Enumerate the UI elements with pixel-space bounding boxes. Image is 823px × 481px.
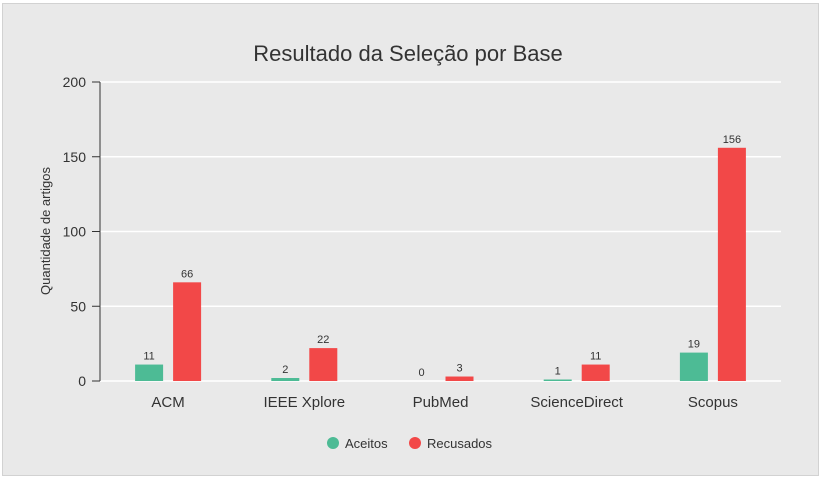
x-tick-label: ACM: [151, 394, 184, 411]
legend[interactable]: Aceitos Recusados: [327, 436, 493, 451]
legend-item-recusados[interactable]: Recusados: [409, 436, 493, 451]
data-label: 1: [555, 366, 561, 378]
bar-recusados[interactable]: [445, 376, 474, 381]
legend-label: Recusados: [427, 436, 493, 451]
data-label: 11: [143, 351, 154, 363]
bars: [135, 147, 746, 381]
data-label: 66: [181, 268, 193, 280]
legend-swatch: [327, 437, 339, 449]
x-axis-ticks: ACM IEEE Xplore PubMed ScienceDirect Scopus: [151, 394, 737, 411]
y-tick-label: 100: [63, 224, 87, 240]
data-label: 22: [317, 334, 329, 346]
y-axis-ticks: 0 50 100 150 200: [63, 74, 101, 389]
gridlines: [100, 81, 781, 382]
data-label: 2: [282, 364, 288, 376]
bar-recusados[interactable]: [581, 364, 610, 381]
y-tick-label: 0: [78, 373, 86, 389]
x-tick-label: Scopus: [688, 394, 738, 411]
bar-recusados[interactable]: [173, 282, 202, 381]
x-tick-label: IEEE Xplore: [263, 394, 345, 411]
bar-aceitos[interactable]: [271, 378, 300, 381]
data-label: 19: [688, 339, 700, 351]
data-label: 11: [590, 351, 601, 363]
chart-title: Resultado da Seleção por Base: [253, 41, 562, 66]
y-tick-label: 200: [63, 74, 87, 90]
bar-aceitos[interactable]: [543, 379, 572, 381]
y-tick-label: 50: [70, 298, 86, 314]
y-tick-label: 150: [63, 149, 87, 165]
bar-recusados[interactable]: [717, 147, 746, 381]
bar-recusados[interactable]: [309, 348, 338, 381]
legend-label: Aceitos: [345, 436, 388, 451]
legend-item-aceitos[interactable]: Aceitos: [327, 436, 388, 451]
y-axis-label: Quantidade de artigos: [38, 167, 53, 295]
x-tick-label: PubMed: [413, 394, 469, 411]
data-label: 0: [418, 367, 424, 379]
bar-aceitos[interactable]: [679, 352, 708, 381]
data-label: 156: [723, 134, 741, 146]
x-tick-label: ScienceDirect: [530, 394, 623, 411]
data-label: 3: [456, 363, 462, 375]
bar-aceitos[interactable]: [135, 364, 164, 381]
legend-swatch: [409, 437, 421, 449]
